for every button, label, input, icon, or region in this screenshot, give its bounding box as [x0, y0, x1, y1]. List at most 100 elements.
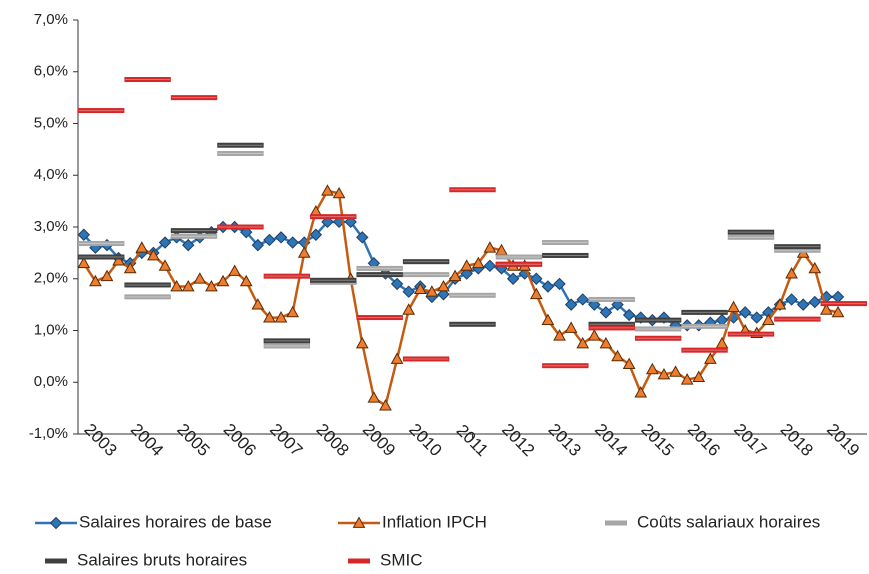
dash-bar — [588, 296, 635, 302]
marker — [808, 295, 821, 309]
marker — [147, 248, 160, 261]
marker — [402, 303, 416, 315]
marker — [413, 282, 427, 294]
legend-label: SMIC — [380, 550, 423, 569]
y-tick-label: 2,0% — [34, 270, 68, 287]
marker — [263, 311, 276, 323]
marker — [506, 272, 520, 285]
marker — [564, 298, 578, 311]
x-tick-label: 2016 — [684, 420, 724, 460]
x-tick-label: 2005 — [173, 420, 213, 460]
dash-bar — [774, 244, 821, 250]
marker — [379, 399, 392, 411]
marker — [100, 269, 114, 282]
x-tick-label: 2014 — [591, 420, 631, 460]
marker — [692, 370, 706, 382]
marker — [239, 274, 253, 287]
marker — [263, 233, 276, 247]
dash-bar — [820, 301, 867, 307]
legend-marker — [49, 516, 63, 530]
marker — [773, 298, 787, 310]
marker — [611, 349, 624, 362]
marker — [669, 365, 682, 377]
marker — [704, 352, 717, 364]
dash-bar — [542, 252, 589, 258]
dash-bar — [634, 335, 682, 341]
dash-bar — [681, 309, 728, 315]
marker — [251, 298, 265, 310]
marker — [622, 357, 636, 370]
marker — [251, 238, 265, 252]
marker — [576, 336, 590, 349]
marker — [483, 259, 497, 273]
marker — [77, 228, 91, 241]
dash-bar — [124, 77, 171, 83]
x-tick-label: 2012 — [498, 420, 538, 460]
marker — [367, 391, 381, 403]
legend-label: Inflation IPCH — [382, 512, 487, 531]
dash-bar — [681, 323, 728, 329]
marker — [286, 236, 299, 249]
marker — [750, 311, 763, 324]
dash-bar — [495, 254, 543, 260]
dash-bar — [727, 331, 775, 337]
marker — [831, 290, 845, 304]
marker — [216, 274, 230, 287]
dash-bar — [402, 356, 450, 362]
y-tick-label: 5,0% — [34, 114, 68, 131]
marker — [715, 336, 729, 349]
dash-bar — [542, 240, 589, 246]
dash-bar — [449, 187, 496, 193]
x-tick-label: 2007 — [266, 420, 306, 460]
marker — [796, 298, 810, 311]
dash-bar — [402, 272, 450, 278]
marker — [564, 321, 578, 333]
x-tick-label: 2017 — [730, 420, 770, 460]
marker — [785, 293, 798, 306]
marker — [634, 386, 648, 398]
marker — [77, 256, 91, 269]
x-tick-label: 2006 — [220, 420, 260, 460]
dash-bar — [634, 317, 682, 323]
dash-bar — [681, 347, 728, 353]
dash-bar — [495, 261, 543, 267]
marker — [158, 236, 172, 249]
marker — [471, 256, 485, 269]
dash-bar — [634, 326, 682, 332]
marker — [599, 306, 613, 319]
y-tick-label: 4,0% — [34, 166, 68, 183]
x-tick-label: 2018 — [777, 420, 817, 460]
dash-bar — [774, 316, 821, 322]
marker — [541, 313, 555, 326]
marker — [193, 272, 207, 284]
marker — [89, 274, 102, 287]
dash-bar — [263, 273, 311, 279]
y-tick-label: 6,0% — [34, 63, 68, 80]
marker — [332, 186, 346, 199]
marker — [645, 362, 659, 375]
marker — [437, 279, 450, 292]
marker — [657, 367, 671, 380]
dash-bar — [124, 294, 171, 300]
dash-bar — [170, 95, 218, 101]
marker — [530, 272, 543, 285]
dash-bar — [78, 108, 125, 114]
marker — [785, 267, 798, 279]
y-tick-label: -1,0% — [29, 425, 68, 442]
dash-bar — [356, 265, 403, 271]
dash-bar — [449, 321, 496, 327]
marker — [437, 288, 450, 301]
y-tick-label: 3,0% — [34, 218, 68, 235]
marker — [460, 259, 474, 271]
dash-bar — [588, 321, 635, 327]
dash-bar — [356, 315, 403, 321]
x-tick-label: 2011 — [453, 421, 492, 460]
legend-swatch — [45, 558, 67, 564]
marker — [541, 280, 555, 293]
dash-bar — [402, 259, 450, 265]
marker — [181, 279, 195, 292]
legend-swatch — [348, 558, 370, 564]
x-tick-label: 2015 — [637, 420, 677, 460]
dash-bar — [542, 363, 589, 369]
